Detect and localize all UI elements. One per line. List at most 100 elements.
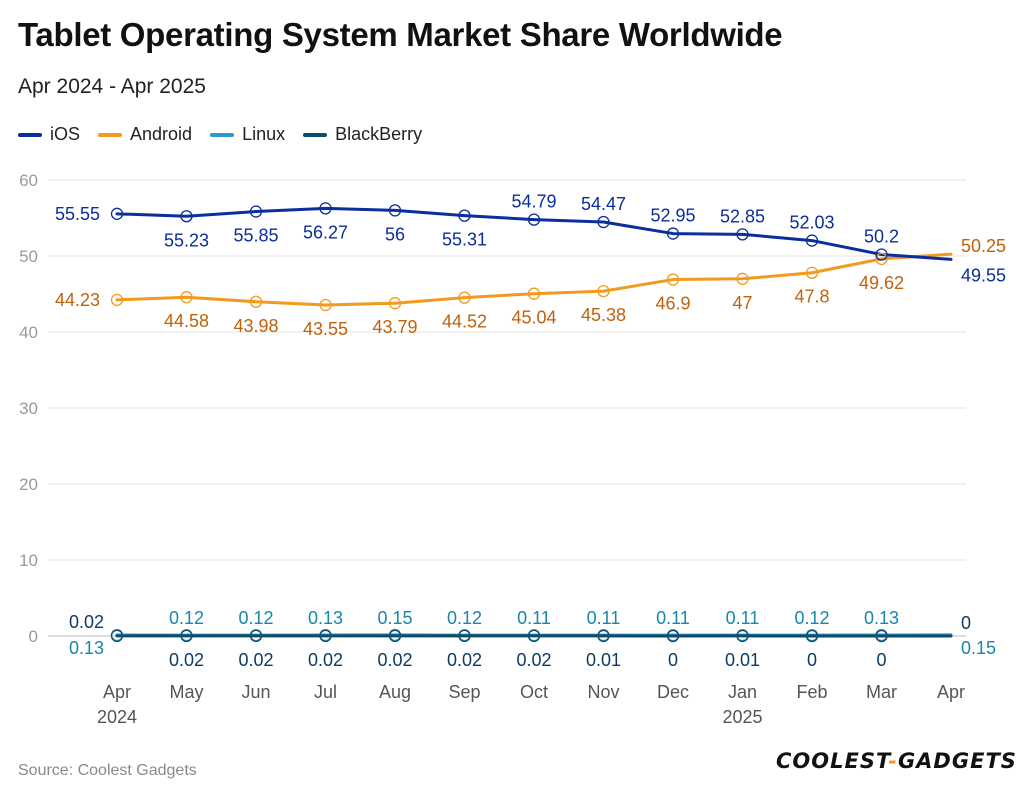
legend-item-ios: iOS xyxy=(18,124,80,145)
data-label-blackberry: 0.02 xyxy=(447,650,482,670)
data-point-blackberry xyxy=(527,629,541,642)
data-point-android xyxy=(736,272,749,285)
data-label-ios: 49.55 xyxy=(961,265,1006,285)
data-point-blackberry xyxy=(666,629,680,643)
x-tick-sublabel: 2025 xyxy=(722,707,762,727)
data-label-android: 44.23 xyxy=(55,290,100,310)
y-tick-label: 40 xyxy=(19,323,38,342)
data-label-android: 47 xyxy=(732,293,752,313)
legend-item-blackberry: BlackBerry xyxy=(303,124,422,145)
data-point-ios xyxy=(597,215,610,229)
data-label-blackberry: 0.02 xyxy=(169,650,204,670)
data-label-linux: 0.13 xyxy=(69,638,104,658)
data-point-android xyxy=(110,293,124,307)
chart-subtitle: Apr 2024 - Apr 2025 xyxy=(18,75,206,98)
data-point-ios xyxy=(388,204,402,217)
data-point-android xyxy=(527,287,541,300)
data-label-blackberry: 0.02 xyxy=(308,650,343,670)
data-point-android xyxy=(597,284,610,298)
data-point-android xyxy=(805,266,819,279)
data-label-ios: 55.31 xyxy=(442,230,487,250)
data-label-blackberry: 0.02 xyxy=(377,650,412,670)
data-label-ios: 55.55 xyxy=(55,204,100,224)
legend-item-android: Android xyxy=(98,124,192,145)
data-point-ios xyxy=(180,210,193,223)
x-tick-label: Feb xyxy=(796,682,827,702)
data-label-linux: 0.15 xyxy=(377,608,412,628)
data-label-ios: 54.47 xyxy=(581,194,626,214)
data-label-android: 44.58 xyxy=(164,311,209,331)
data-label-linux: 0.11 xyxy=(517,608,551,628)
legend-swatch-blackberry xyxy=(303,132,328,137)
legend-label-ios: iOS xyxy=(50,124,81,144)
data-point-blackberry xyxy=(180,629,193,642)
data-label-blackberry: 0.02 xyxy=(516,650,551,670)
data-point-blackberry xyxy=(110,629,124,642)
legend-label-android: Android xyxy=(130,124,193,144)
data-label-ios: 52.03 xyxy=(789,213,834,233)
data-point-ios xyxy=(319,202,332,215)
x-tick-label: Aug xyxy=(379,682,411,702)
data-point-ios xyxy=(527,213,541,226)
data-label-linux: 0.13 xyxy=(864,608,899,628)
y-tick-label: 60 xyxy=(19,171,38,190)
data-label-ios: 50.2 xyxy=(864,226,899,246)
x-tick-label: Sep xyxy=(448,682,480,702)
logo-text-1: COOLEST xyxy=(776,749,889,773)
data-point-android xyxy=(319,298,332,312)
data-point-ios xyxy=(736,228,749,241)
data-label-linux: 0.15 xyxy=(961,638,996,658)
y-tick-label: 20 xyxy=(19,475,38,494)
x-tick-label: Jul xyxy=(314,682,337,702)
data-point-blackberry xyxy=(319,629,332,642)
x-tick-label: Dec xyxy=(657,682,689,702)
data-point-ios xyxy=(249,205,263,218)
data-label-android: 43.98 xyxy=(233,316,278,336)
line-chart: 0 10 20 30 40 50 60 Apr 2024 May Jun Jul Aug Sep Oct No… xyxy=(19,171,1006,727)
data-point-android xyxy=(666,273,680,286)
data-label-blackberry: 0 xyxy=(668,650,678,670)
legend-swatch-ios xyxy=(18,132,42,137)
brand-logo: COOLEST-GADGETS xyxy=(776,749,1017,773)
x-tick-label: Jun xyxy=(241,682,270,702)
series-line-ios xyxy=(115,206,953,261)
data-label-android: 47.8 xyxy=(794,287,829,307)
data-label-ios: 52.95 xyxy=(650,206,695,226)
data-label-blackberry: 0.02 xyxy=(69,612,104,632)
data-label-android: 45.04 xyxy=(511,308,556,328)
data-point-android xyxy=(180,291,193,304)
y-tick-label: 30 xyxy=(19,399,38,418)
x-tick-label: Oct xyxy=(520,682,548,702)
data-label-blackberry: 0.02 xyxy=(238,650,273,670)
data-label-blackberry: 0.01 xyxy=(725,650,760,670)
data-label-linux: 0.11 xyxy=(726,608,760,628)
data-label-android: 46.9 xyxy=(655,294,690,314)
data-label-ios: 54.79 xyxy=(511,192,556,212)
legend-swatch-android xyxy=(98,132,123,137)
data-label-android: 44.52 xyxy=(442,312,487,332)
chart-title: Tablet Operating System Market Share Wor… xyxy=(18,16,783,53)
x-tick-label: Jan xyxy=(728,682,757,702)
data-label-linux: 0.11 xyxy=(587,608,621,628)
data-label-linux: 0.12 xyxy=(169,608,204,628)
data-label-linux: 0.12 xyxy=(238,608,273,628)
logo-text-2: GADGETS xyxy=(897,749,1017,773)
data-label-blackberry: 0 xyxy=(876,650,886,670)
y-tick-label: 0 xyxy=(29,627,38,646)
data-point-blackberry xyxy=(597,629,610,643)
series-line-android xyxy=(115,252,953,307)
data-label-blackberry: 0 xyxy=(961,613,971,633)
x-tick-label: Nov xyxy=(587,682,619,702)
x-tick-label: May xyxy=(169,682,203,702)
data-label-android: 49.62 xyxy=(859,273,904,293)
x-tick-label: Apr xyxy=(937,682,965,702)
data-point-blackberry xyxy=(458,629,471,642)
data-label-ios: 55.85 xyxy=(233,226,278,246)
legend-swatch-linux xyxy=(210,132,235,137)
data-point-ios xyxy=(666,227,680,240)
data-label-ios: 56 xyxy=(385,224,405,244)
legend-label-blackberry: BlackBerry xyxy=(335,124,423,144)
data-point-blackberry xyxy=(805,629,819,643)
x-tick-label: Mar xyxy=(866,682,897,702)
data-label-blackberry: 0 xyxy=(807,650,817,670)
